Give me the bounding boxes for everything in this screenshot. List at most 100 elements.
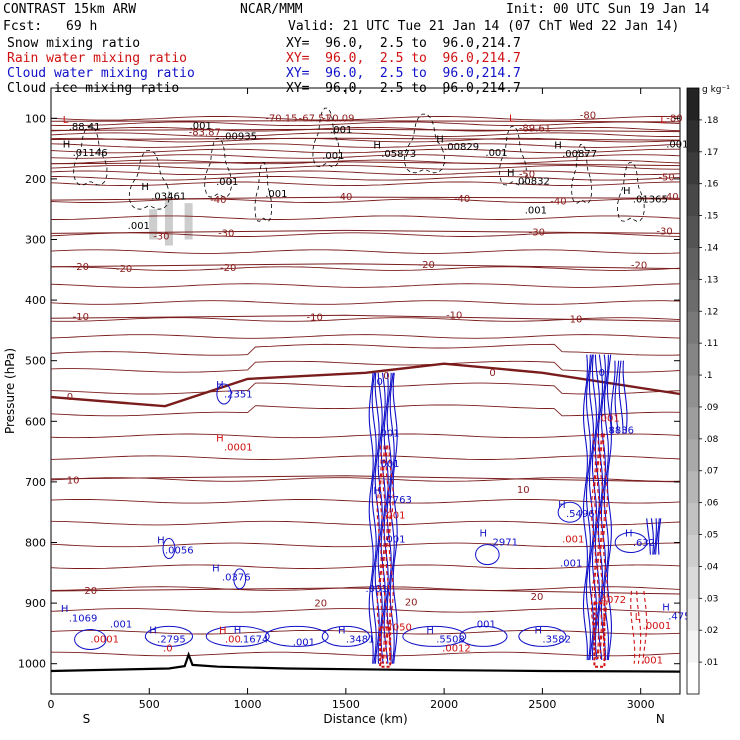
contour-label: .632 (633, 538, 655, 549)
y-tick-label: 100 (25, 112, 46, 125)
colorbar-unit: g kg⁻¹ (702, 85, 730, 95)
cloud-water-column (383, 372, 389, 664)
contour-label: .001 (322, 151, 344, 162)
colorbar-swatch (687, 406, 699, 440)
colorbar-swatch (687, 630, 699, 663)
endpoint-left: S (83, 712, 91, 726)
contour-label: H (212, 564, 220, 575)
contour-label: .00829 (444, 142, 479, 153)
cloud-water-column (646, 518, 651, 555)
cloud-water-contour (144, 625, 194, 647)
contour-label: 20 (405, 598, 418, 609)
contour-label: H (558, 500, 566, 511)
snow-contour (312, 107, 340, 168)
contour-label: H (234, 625, 242, 636)
colorbar-swatch (687, 311, 699, 344)
cloud-water-column (374, 372, 380, 664)
y-tick-label: 500 (25, 355, 46, 368)
field-name-rain: Rain water mixing ratio (7, 51, 188, 66)
contour-label: 20 (531, 592, 544, 603)
colorbar-swatch (687, 183, 699, 217)
y-tick-label: 1000 (18, 658, 46, 671)
cloud-water-column (380, 372, 386, 664)
colorbar-tick-label: .07 (704, 467, 718, 477)
contour-label: .5496 (566, 509, 595, 520)
contour-label: -20 (73, 262, 89, 273)
cloud-water-contour (264, 625, 329, 647)
colorbar-tick-label: .12 (704, 307, 718, 317)
contour-label: H (216, 380, 224, 391)
isotherm-minus10 (50, 314, 681, 322)
cloud-water-contour (475, 544, 500, 566)
isotherm-minus50 (50, 161, 681, 167)
isotherm-line (50, 126, 681, 132)
cloud-water-contour (557, 501, 583, 523)
colorbar-swatch (687, 438, 699, 472)
valid-time: Valid: 21 UTC Tue 21 Jan 14 (07 ChT Wed … (288, 19, 680, 34)
cloud-water-contour (459, 625, 508, 647)
rain-core (593, 602, 606, 668)
fcst-label: Fcst: (3, 19, 43, 34)
cloud-water-contour (205, 625, 270, 647)
rain-contour (642, 590, 648, 664)
cloud-water-column (653, 518, 657, 555)
contour-label: .001 (110, 619, 132, 630)
contour-label: H (141, 182, 149, 193)
model-title: CONTRAST 15km ARW (3, 2, 137, 17)
contour-label: .0376 (222, 573, 251, 584)
rain-contour (590, 433, 596, 659)
rain-contour (596, 433, 602, 659)
colorbar-swatch (687, 470, 699, 504)
contour-label: H (426, 625, 434, 636)
cloud-water-column (657, 518, 662, 555)
contour-label: .1674 (240, 634, 269, 645)
contour-label: -40 (210, 195, 226, 206)
y-tick-label: 600 (25, 415, 46, 428)
contour-label: .001 (366, 584, 388, 595)
contour-label: .0001 (90, 634, 119, 645)
cloud-water-contour (216, 383, 232, 405)
contour-label: .001 (293, 638, 315, 649)
snow-contour (571, 144, 593, 204)
colorbar-tick-label: .14 (704, 243, 719, 253)
contour-label: .5508 (436, 634, 465, 645)
cloud-water-contour (74, 628, 107, 650)
isotherm-line (50, 198, 681, 203)
contour-label: .01146 (73, 148, 108, 159)
isotherm-minus70 (50, 128, 681, 133)
contour-label: .3582 (542, 634, 571, 645)
snow-contour (128, 150, 170, 210)
isotherm-0 (50, 362, 681, 408)
contour-label: H (373, 141, 381, 152)
cloud-water-column (614, 360, 620, 434)
axes: 0 500 1000 1500 2000 2500 30001002003004005006… (3, 88, 680, 726)
contour-label: -10 (566, 315, 582, 326)
contour-label: .001 (597, 413, 619, 424)
rain-contour (385, 445, 391, 664)
contour-label: .05873 (381, 149, 416, 160)
contour-label: H (157, 536, 165, 547)
contour-label: 20 (84, 586, 97, 597)
isotherm-line (50, 143, 681, 148)
cloud-water-contour (162, 538, 176, 560)
colorbar-swatch (687, 215, 699, 248)
contour-label: -70.15 (265, 113, 297, 124)
isotherm-minus30 (50, 229, 681, 234)
isotherm-line (50, 181, 681, 187)
contour-label: -50 (658, 173, 674, 184)
colorbar-tick-label: .04 (704, 562, 719, 572)
colorbar-tick-label: .11 (704, 339, 718, 349)
colorbar-tick-label: .1 (704, 371, 713, 381)
isotherm-line (50, 629, 681, 635)
contour-label: H (535, 625, 543, 636)
rain-contour (599, 433, 605, 659)
isotherm-minus80 (50, 120, 681, 123)
colorbar-tick-label: .02 (704, 626, 718, 636)
contour-label: -89.61 (519, 124, 551, 135)
contour-label: L (635, 612, 641, 623)
x-tick-label: 3000 (627, 698, 655, 711)
y-axis-label: Pressure (hPa) (3, 348, 17, 434)
rain-core (379, 626, 392, 668)
colorbar-swatch (687, 598, 699, 631)
